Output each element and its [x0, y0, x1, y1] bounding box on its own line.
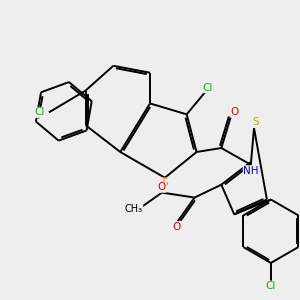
- Text: NH: NH: [243, 166, 259, 176]
- Text: Cl: Cl: [266, 281, 276, 291]
- Text: S: S: [252, 117, 259, 127]
- Text: O: O: [231, 107, 239, 117]
- Text: O: O: [158, 182, 166, 192]
- Text: CH₃: CH₃: [124, 204, 143, 214]
- Text: Cl: Cl: [35, 107, 45, 117]
- Text: O: O: [172, 222, 180, 232]
- Text: Cl: Cl: [203, 82, 213, 93]
- Text: S: S: [161, 178, 168, 188]
